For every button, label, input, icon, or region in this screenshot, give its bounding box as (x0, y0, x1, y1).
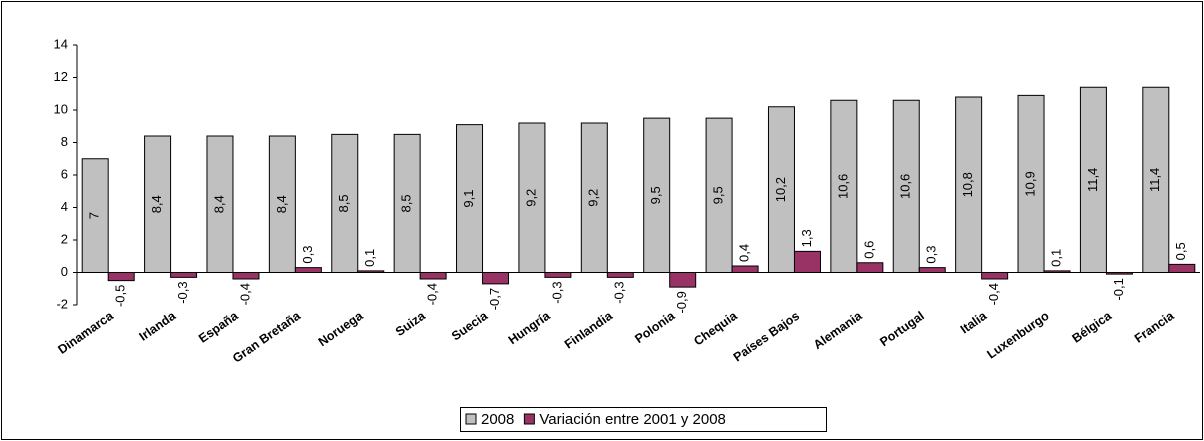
bar (643, 117, 671, 273)
y-tick-label: 8 (61, 134, 68, 149)
bar (981, 272, 1009, 280)
y-tick-label: -2 (56, 296, 68, 311)
bar (856, 262, 884, 273)
bar (918, 267, 946, 273)
value-label: 7 (87, 212, 102, 219)
value-label: 10,2 (773, 177, 788, 202)
y-tick-label: 4 (61, 199, 68, 214)
value-label: -0,9 (674, 291, 689, 313)
value-label: 0,3 (924, 246, 939, 264)
bar (294, 267, 322, 273)
bar (1079, 86, 1107, 273)
value-label: 10,9 (1022, 171, 1037, 196)
bar (170, 272, 198, 278)
value-label: 9,1 (461, 190, 476, 208)
value-label: -0,7 (487, 288, 502, 310)
value-label: 8,4 (211, 195, 226, 213)
legend-label: Variación entre 2001 y 2008 (539, 411, 726, 428)
value-label: 8,5 (336, 194, 351, 212)
y-tick-label: 10 (54, 101, 68, 116)
bar (731, 265, 759, 273)
value-label: 11,4 (1085, 168, 1100, 192)
value-label: 9,5 (711, 186, 726, 204)
bar (705, 117, 733, 273)
value-label: 9,2 (586, 189, 601, 207)
bar (107, 272, 135, 282)
legend-swatch (523, 413, 535, 425)
y-tick-label: 2 (61, 231, 68, 246)
value-label: -0,3 (175, 281, 190, 303)
value-label: 0,5 (1173, 242, 1188, 260)
bar (544, 272, 572, 278)
value-label: 10,6 (835, 174, 850, 199)
bar (1142, 86, 1170, 273)
value-label: 0,4 (737, 244, 752, 262)
value-label: -0,4 (986, 283, 1001, 305)
bar (144, 135, 172, 273)
value-label: 1,3 (799, 229, 814, 247)
bar (606, 272, 634, 278)
value-label: -0,4 (425, 283, 440, 305)
legend-box (460, 407, 827, 432)
y-tick-label: 12 (54, 69, 68, 84)
legend-label: 2008 (481, 411, 514, 428)
value-label: 8,4 (274, 195, 289, 213)
value-label: 8,5 (399, 194, 414, 212)
value-label: -0,3 (612, 281, 627, 303)
value-label: -0,1 (1111, 278, 1126, 300)
value-label: -0,3 (549, 281, 564, 303)
value-label: 0,3 (300, 246, 315, 264)
y-tick-label: 0 (61, 264, 68, 279)
value-label: 9,2 (523, 189, 538, 207)
bar (669, 272, 697, 288)
bar (419, 272, 447, 280)
bar (456, 124, 484, 273)
value-label: 9,5 (648, 186, 663, 204)
bar (232, 272, 260, 280)
bar (830, 99, 858, 273)
bar (331, 133, 359, 273)
bar (892, 99, 920, 273)
bar (793, 250, 821, 273)
bar (518, 122, 546, 273)
bar (482, 272, 510, 285)
bar (767, 106, 795, 273)
legend-swatch (465, 413, 477, 425)
value-label: 0,1 (362, 249, 377, 267)
value-label: 11,4 (1147, 168, 1162, 192)
bar (1017, 94, 1045, 273)
value-label: -0,5 (113, 285, 128, 307)
value-label: 0,1 (1048, 249, 1063, 267)
y-tick-label: 14 (54, 36, 68, 51)
bar (1168, 263, 1196, 273)
bar (268, 135, 296, 273)
y-tick-label: 6 (61, 166, 68, 181)
value-label: 10,8 (960, 172, 975, 197)
bar (206, 135, 234, 273)
value-label: 0,6 (861, 241, 876, 259)
value-label: -0,4 (237, 283, 252, 305)
value-label: 10,6 (898, 174, 913, 199)
value-label: 8,4 (149, 195, 164, 213)
